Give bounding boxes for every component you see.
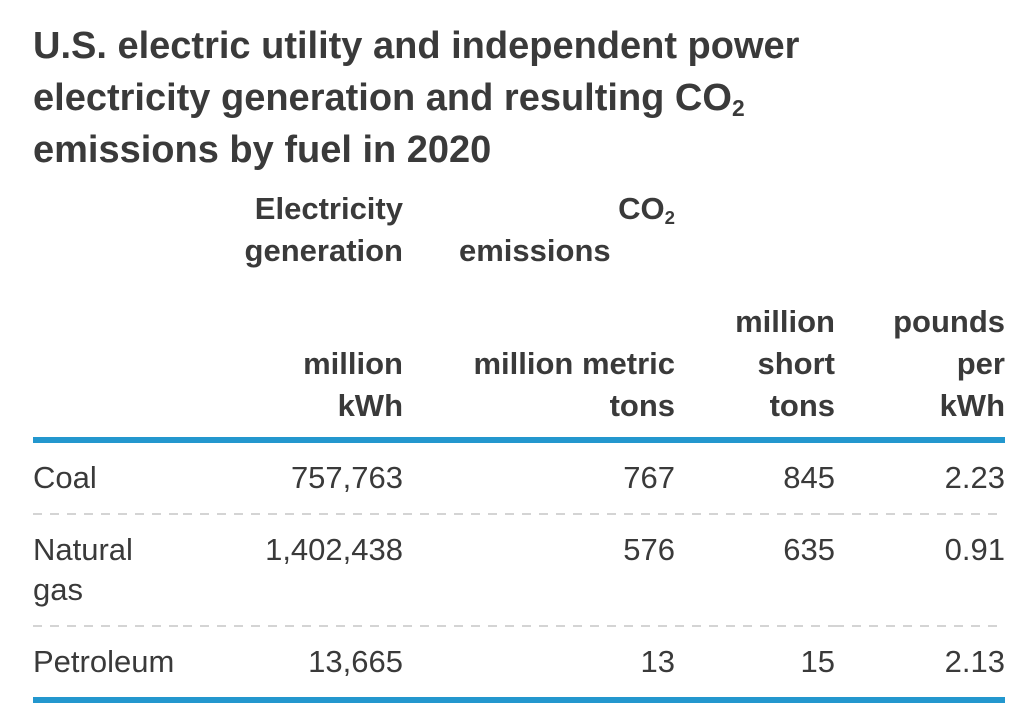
short-tons-value: 635 — [675, 513, 835, 625]
unit-line: pounds — [893, 304, 1005, 339]
title-line-2-text: electricity generation and resulting CO — [33, 77, 732, 119]
co2-subscript: 2 — [664, 206, 675, 228]
unit-line: kWh — [939, 388, 1005, 423]
title-co2-subscript: 2 — [731, 94, 745, 121]
unit-line: per — [956, 346, 1005, 381]
generation-value: 757,763 — [290, 460, 403, 495]
metric-tons-value: 576 — [403, 513, 675, 625]
table-header: Electricity generation CO2 emissions mil… — [33, 188, 1005, 443]
group-header-empty — [675, 188, 835, 272]
table-row-petroleum: Petroleum 13,665 13 15 2.13 — [33, 625, 1005, 703]
unit-header-million-metric-tons: million metric tons — [403, 272, 675, 443]
unit-header-million-short-tons: million short tons — [675, 272, 836, 443]
unit-line: tons — [609, 388, 675, 423]
unit-line: short — [757, 346, 836, 381]
short-tons-value: 15 — [675, 625, 835, 703]
fuel-name: Petroleum — [33, 625, 183, 703]
unit-header-row: million kWh million metric tons million … — [33, 272, 1005, 443]
emissions-label: emissions — [459, 233, 611, 268]
emissions-table: Electricity generation CO2 emissions mil… — [33, 188, 1005, 703]
group-header-co2-emissions: CO2 emissions — [403, 188, 675, 272]
co2-label: CO2 — [403, 188, 675, 230]
unit-header-empty — [33, 272, 183, 443]
group-header-row: Electricity generation CO2 emissions — [33, 188, 1005, 272]
page: U.S. electric utility and independent po… — [33, 20, 1005, 703]
unit-line: tons — [769, 388, 835, 423]
co2-text: CO — [618, 191, 665, 226]
unit-header-million-kwh: million kWh — [183, 272, 403, 443]
title-line-3: emissions by fuel in 2020 — [33, 129, 492, 171]
group-header-empty — [33, 188, 183, 272]
generation-value: 13,665 — [183, 625, 403, 703]
unit-line: million metric — [473, 346, 675, 381]
pounds-per-kwh-value: 0.91 — [835, 513, 1005, 625]
unit-line: kWh — [337, 388, 403, 423]
metric-tons-value: 13 — [403, 625, 675, 703]
short-tons-value: 845 — [783, 460, 835, 495]
fuel-name: Coal — [33, 460, 97, 495]
unit-line: million — [735, 304, 835, 339]
table-row-natural-gas: Natural gas 1,402,438 576 635 0.91 — [33, 513, 1005, 625]
metric-tons-value: 767 — [623, 460, 675, 495]
page-title: U.S. electric utility and independent po… — [33, 20, 1005, 176]
generation-value: 1,402,438 — [183, 513, 403, 625]
fuel-name: Natural gas — [33, 513, 183, 625]
unit-header-pounds-per-kwh: pounds per kWh — [835, 272, 1005, 443]
table-body: Coal 757,763 767 845 2.23 Natural gas 1,… — [33, 440, 1005, 703]
unit-line: million — [303, 346, 403, 381]
pounds-per-kwh-value: 2.13 — [835, 625, 1005, 703]
group-header-electricity-generation: Electricity generation — [244, 191, 403, 268]
pounds-per-kwh-value: 2.23 — [944, 460, 1005, 495]
title-line-2: electricity generation and resulting CO2 — [33, 72, 1005, 124]
table-row-coal: Coal 757,763 767 845 2.23 — [33, 440, 1005, 513]
group-header-empty — [835, 188, 1005, 272]
title-line-1: U.S. electric utility and independent po… — [33, 25, 800, 67]
